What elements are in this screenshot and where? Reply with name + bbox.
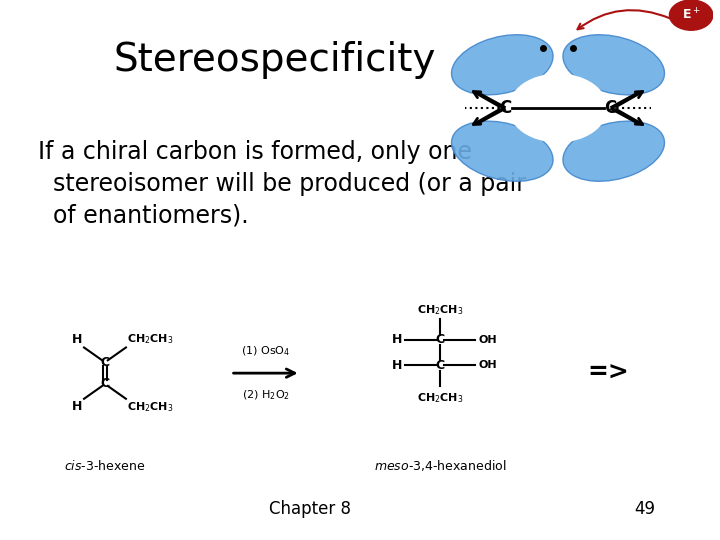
Text: C: C [100,377,109,390]
Ellipse shape [451,121,553,181]
Text: H: H [72,400,83,413]
Text: (1) OsO$_4$: (1) OsO$_4$ [241,344,290,357]
Text: H: H [392,333,402,346]
Text: stereoisomer will be produced (or a pair: stereoisomer will be produced (or a pair [38,172,526,196]
Ellipse shape [563,35,665,95]
Text: (2) H$_2$O$_2$: (2) H$_2$O$_2$ [242,389,289,402]
Text: Stereospecificity: Stereospecificity [114,41,436,79]
Ellipse shape [563,121,665,181]
Text: H: H [72,334,83,347]
Ellipse shape [508,73,608,143]
Text: OH: OH [479,335,498,345]
Text: 49: 49 [634,500,655,518]
Text: CH$_2$CH$_3$: CH$_2$CH$_3$ [417,303,464,316]
Text: C: C [436,359,445,372]
Circle shape [670,0,713,30]
Text: of enantiomers).: of enantiomers). [38,204,248,228]
Text: CH$_2$CH$_3$: CH$_2$CH$_3$ [417,391,464,405]
Text: C: C [499,99,511,117]
Text: C: C [100,356,109,369]
Text: $\it{meso}$-3,4-hexanediol: $\it{meso}$-3,4-hexanediol [374,458,506,473]
Text: H: H [392,359,402,372]
Text: CH$_2$CH$_3$: CH$_2$CH$_3$ [127,333,174,347]
Text: OH: OH [479,360,498,370]
Text: If a chiral carbon is formed, only one: If a chiral carbon is formed, only one [38,140,472,164]
Text: =>: => [587,361,629,385]
Text: E$^+$: E$^+$ [682,8,701,23]
Text: C: C [605,99,617,117]
Ellipse shape [451,35,553,95]
Text: C: C [436,333,445,346]
Text: Chapter 8: Chapter 8 [269,500,351,518]
Text: $\it{cis}$-3-hexene: $\it{cis}$-3-hexene [64,459,145,473]
Text: CH$_2$CH$_3$: CH$_2$CH$_3$ [127,400,174,414]
